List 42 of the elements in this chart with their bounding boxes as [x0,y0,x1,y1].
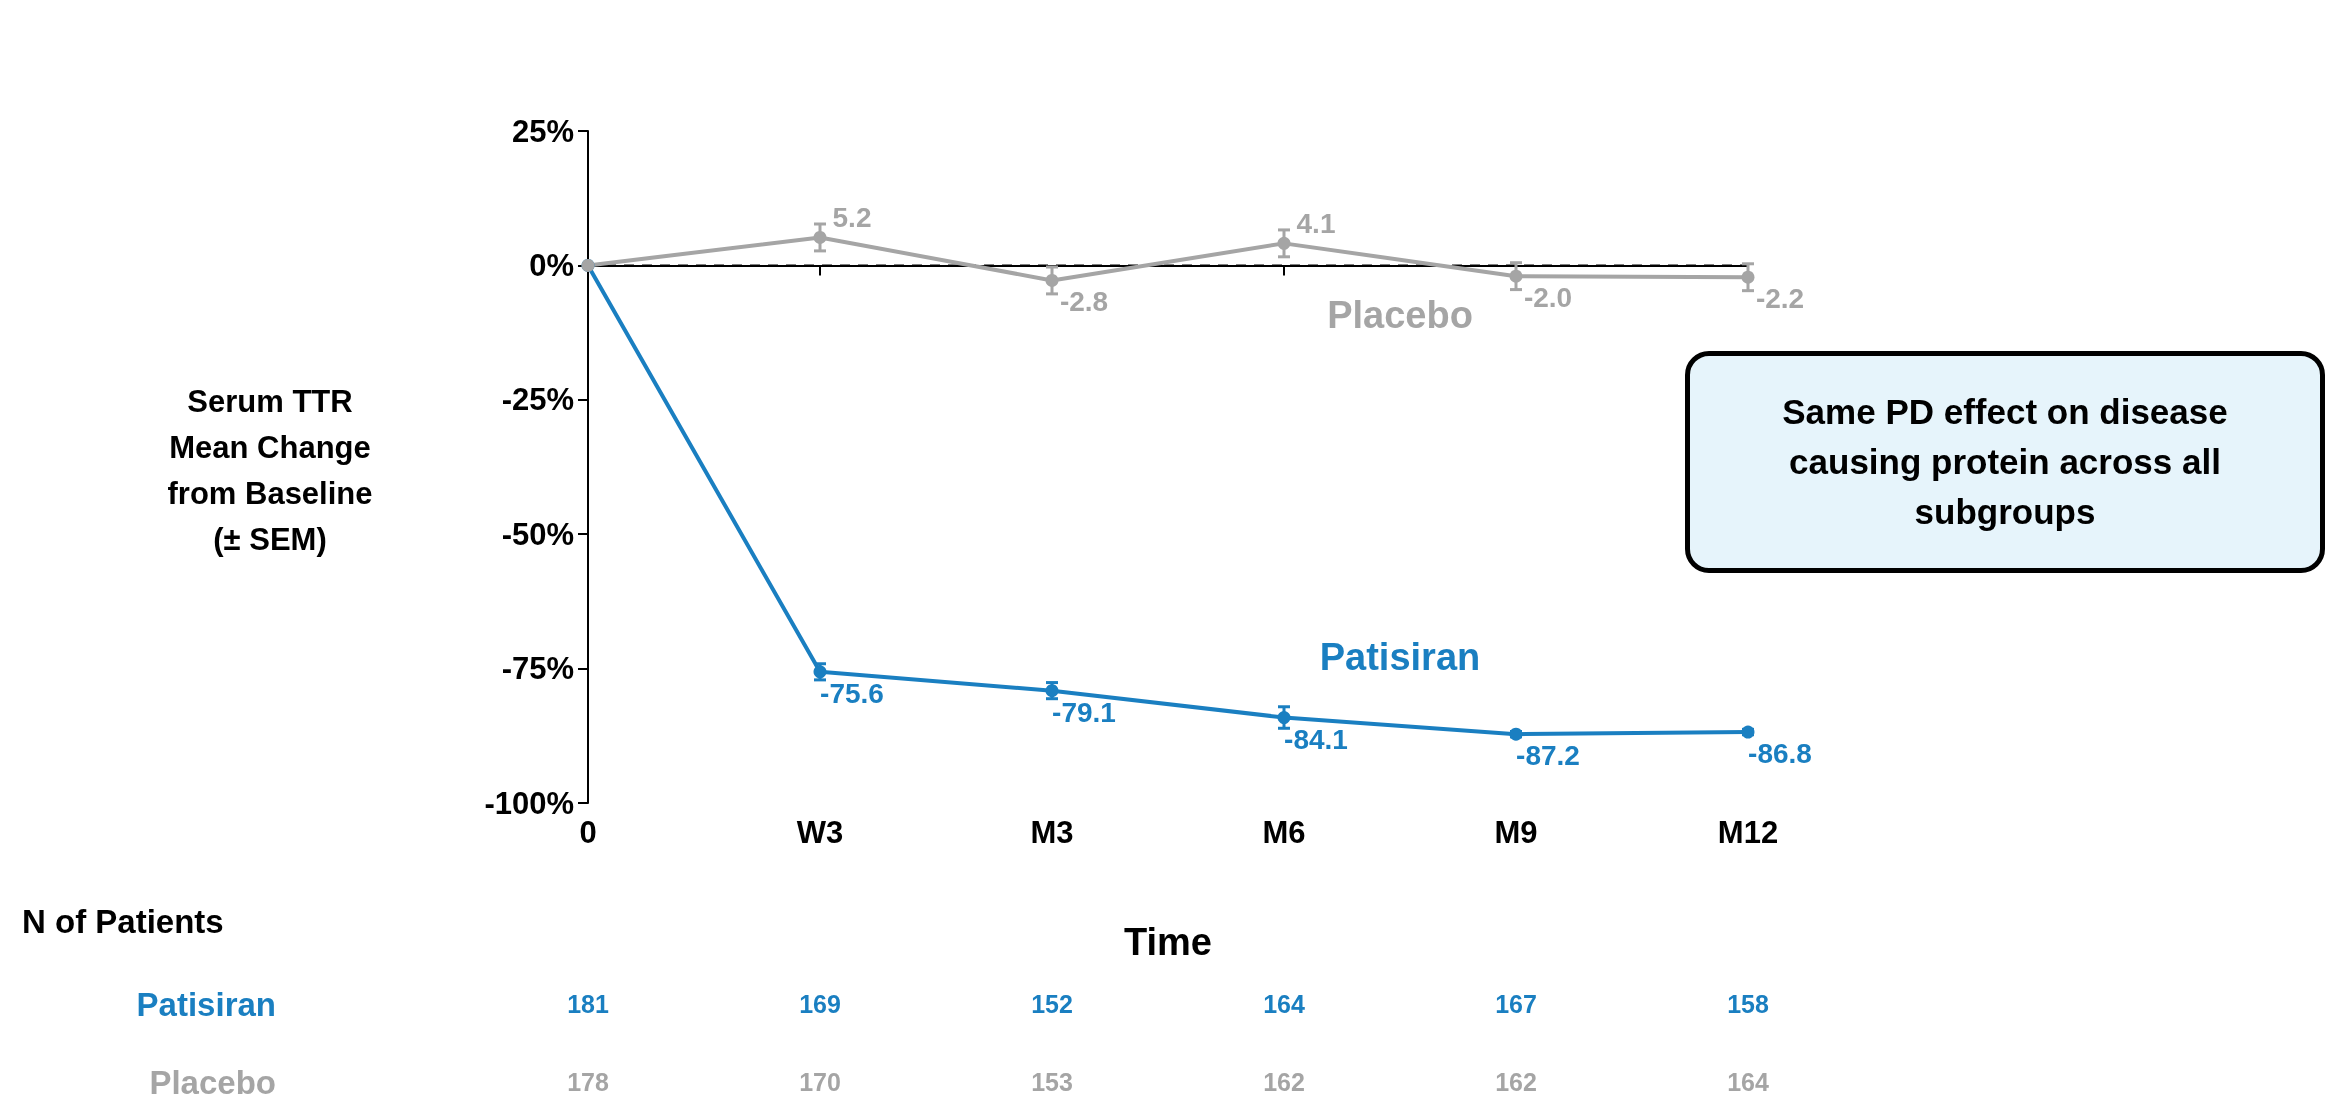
y-tick-label: -100% [484,785,574,821]
data-label: -86.8 [1748,738,1812,770]
x-tick-label: W3 [796,815,844,850]
y-tick-label: -50% [501,516,574,552]
y-tick-label: 0% [529,247,574,283]
text: 167 [1495,990,1537,1018]
y-tick-label: -75% [501,651,574,687]
text: 162 [1495,1068,1537,1096]
y-tick-label: -25% [501,382,574,418]
data-label: -75.6 [820,677,884,709]
data-label: -2.0 [1523,282,1573,314]
text: 164 [1263,990,1305,1018]
series-label: Placebo [1327,294,1473,337]
text: 152 [1031,990,1073,1018]
data-label: -2.2 [1755,283,1805,315]
x-tick-label: 0 [579,815,597,850]
text: 153 [1031,1068,1073,1096]
data-label: 5.2 [832,202,872,234]
data-label: -84.1 [1284,723,1348,755]
text: Placebo [149,1063,276,1099]
x-tick-label: M3 [1030,815,1074,850]
y-axis-title: Serum TTR Mean Change from Baseline (± SEM) [167,383,373,557]
callout-box: Same PD effect on disease causing protein across all subgroups [1685,351,2325,573]
text: N of Patients [22,903,224,940]
text: 158 [1727,990,1769,1018]
text: 169 [799,990,841,1018]
series-label: Patisiran [1319,635,1481,678]
y-tick-label: 25% [511,113,574,149]
data-label: -79.1 [1052,696,1116,728]
text: 178 [567,1068,609,1096]
text: 170 [799,1068,841,1096]
x-axis-title: Time [1123,921,1213,963]
text: 164 [1727,1068,1769,1096]
data-label: 4.1 [1296,208,1336,240]
x-tick-label: M6 [1262,815,1306,850]
x-tick-label: M9 [1494,815,1538,850]
data-label: -87.2 [1516,740,1580,772]
data-label: -2.8 [1059,286,1109,318]
text: Patisiran [136,985,276,1023]
text: 162 [1263,1068,1305,1096]
text: 181 [567,990,609,1018]
x-tick-label: M12 [1717,815,1779,850]
